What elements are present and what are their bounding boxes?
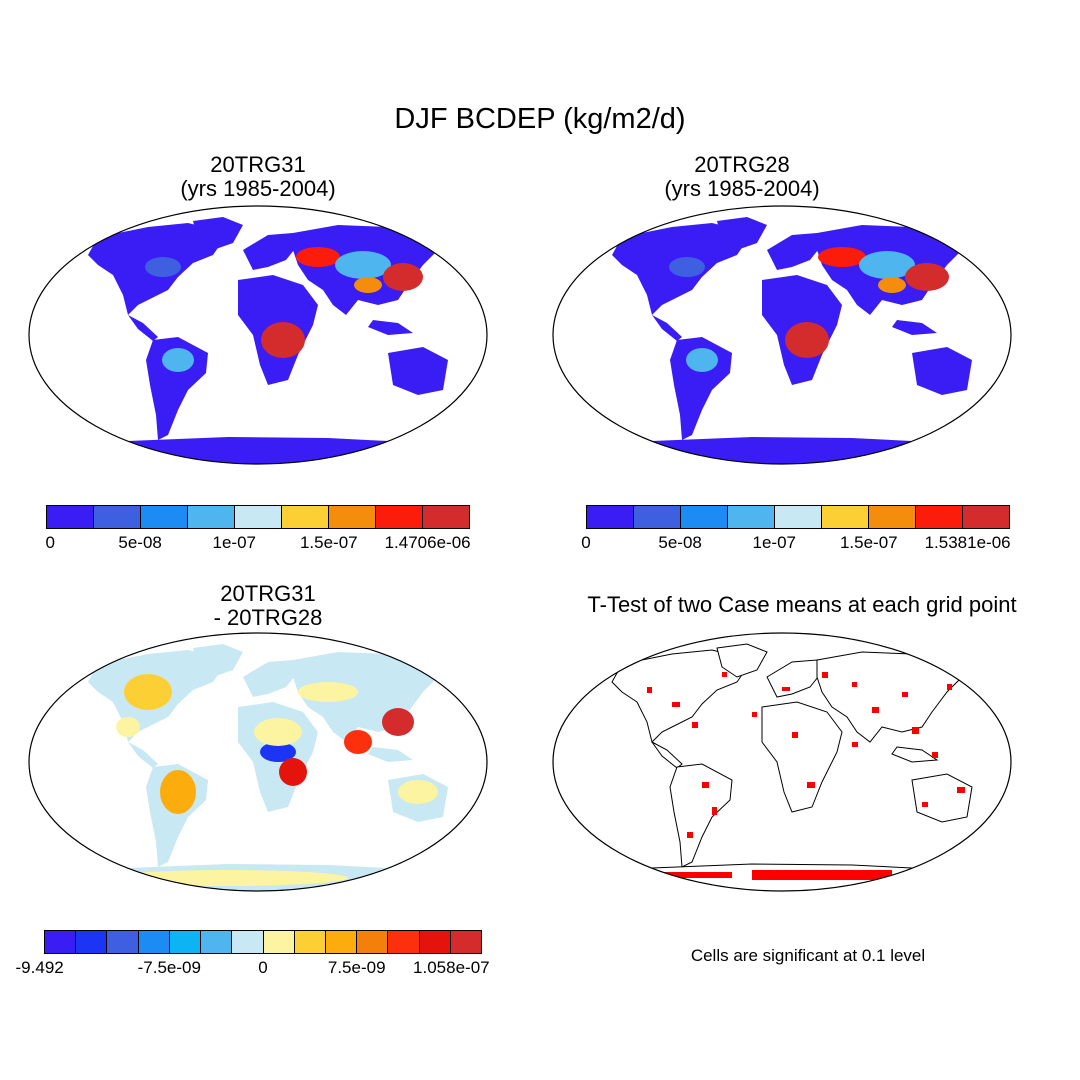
colorbar-b-swatches: [586, 505, 1010, 529]
colorbar-c-swatches: [44, 930, 482, 954]
panel-b-map: [552, 205, 1012, 465]
colorbar-a-swatch-8: [423, 506, 469, 528]
colorbar-a-swatch-5: [282, 506, 329, 528]
colorbar-c-swatch-0: [45, 931, 77, 953]
colorbar-b-swatch-6: [869, 506, 916, 528]
panel-b-title-line1: 20TRG28: [694, 152, 790, 177]
significance-note: Cells are significant at 0.1 level: [690, 946, 926, 965]
colorbar-a-swatch-4: [235, 506, 282, 528]
colorbar-a-swatch-0: [47, 506, 94, 528]
colorbar-c-swatch-9: [325, 931, 358, 953]
colorbar-b-swatch-7: [916, 506, 963, 528]
colorbar-a-tick-label: 1.5e-07: [299, 533, 358, 552]
colorbar-b-tick-label: 1e-07: [752, 533, 796, 552]
colorbar-b-tick-label: 5e-08: [658, 533, 702, 552]
colorbar-b-swatch-2: [681, 506, 728, 528]
colorbar-b-swatch-3: [728, 506, 775, 528]
colorbar-b-tick-label: 1.5e-07: [839, 533, 898, 552]
panel-b-title-line2: (yrs 1985-2004): [664, 176, 820, 201]
figure-title: DJF BCDEP (kg/m2/d): [394, 103, 686, 135]
colorbar-b-tick-label: 1.5381e-06: [924, 533, 1011, 552]
colorbar-b-tick-label: 0: [581, 533, 591, 552]
panel-a-title-line2: (yrs 1985-2004): [180, 176, 336, 201]
panel-a-title: 20TRG31 (yrs 1985-2004): [58, 153, 458, 201]
colorbar-b: 0 5e-08 1e-07 1.5e-07 1.5381e-06: [581, 505, 1011, 565]
colorbar-a-swatch-2: [141, 506, 188, 528]
panel-c-title-line2: - 20TRG28: [213, 605, 323, 630]
colorbar-a: 0 5e-08 1e-07 1.5e-07 1.4706e-06: [45, 505, 471, 565]
colorbar-a-tick-label: 0: [45, 533, 55, 552]
colorbar-a-swatches: [46, 505, 470, 529]
colorbar-b-swatch-5: [822, 506, 869, 528]
colorbar-a-tick-label: 1e-07: [212, 533, 256, 552]
colorbar-a-swatch-3: [188, 506, 235, 528]
colorbar-c-swatch-5: [201, 931, 233, 953]
panel-c-title: 20TRG31 - 20TRG28: [68, 582, 468, 630]
colorbar-c-swatch-13: [450, 931, 482, 953]
colorbar-b-swatch-8: [963, 506, 1009, 528]
panel-b-title: 20TRG28 (yrs 1985-2004): [542, 153, 942, 201]
colorbar-c-swatch-6: [232, 931, 264, 953]
colorbar-c: -9.492 -7.5e-09 0 7.5e-09 1.058e-07: [16, 930, 490, 990]
panel-a-title-line1: 20TRG31: [210, 152, 306, 177]
colorbar-c-swatch-12: [419, 931, 451, 953]
colorbar-a-swatch-6: [329, 506, 376, 528]
colorbar-c-swatch-4: [169, 931, 202, 953]
panel-c-map: [28, 632, 488, 892]
colorbar-c-tick-label: 1.058e-07: [413, 958, 490, 977]
colorbar-a-swatch-7: [376, 506, 423, 528]
colorbar-c-swatch-10: [357, 931, 389, 953]
colorbar-c-tick-label: -7.5e-09: [137, 958, 201, 977]
colorbar-c-tick-label: -9.492: [15, 958, 64, 977]
panel-d-title: T-Test of two Case means at each grid po…: [587, 592, 1017, 617]
colorbar-c-swatch-11: [388, 931, 420, 953]
colorbar-c-swatch-3: [138, 931, 170, 953]
colorbar-c-swatch-1: [76, 931, 108, 953]
colorbar-b-swatch-1: [634, 506, 681, 528]
colorbar-c-tick-label: 7.5e-09: [327, 958, 386, 977]
panel-d-map: [552, 632, 1012, 892]
colorbar-a-tick-label: 1.4706e-06: [384, 533, 471, 552]
colorbar-c-tick-label: 0: [258, 958, 268, 977]
colorbar-c-swatch-7: [263, 931, 295, 953]
colorbar-b-swatch-4: [775, 506, 822, 528]
colorbar-b-swatch-0: [587, 506, 634, 528]
colorbar-c-swatch-2: [107, 931, 139, 953]
colorbar-a-swatch-1: [94, 506, 141, 528]
panel-a-map: [28, 205, 488, 465]
panel-c-title-line1: 20TRG31: [220, 581, 316, 606]
colorbar-c-swatch-8: [294, 931, 326, 953]
colorbar-a-tick-label: 5e-08: [118, 533, 162, 552]
